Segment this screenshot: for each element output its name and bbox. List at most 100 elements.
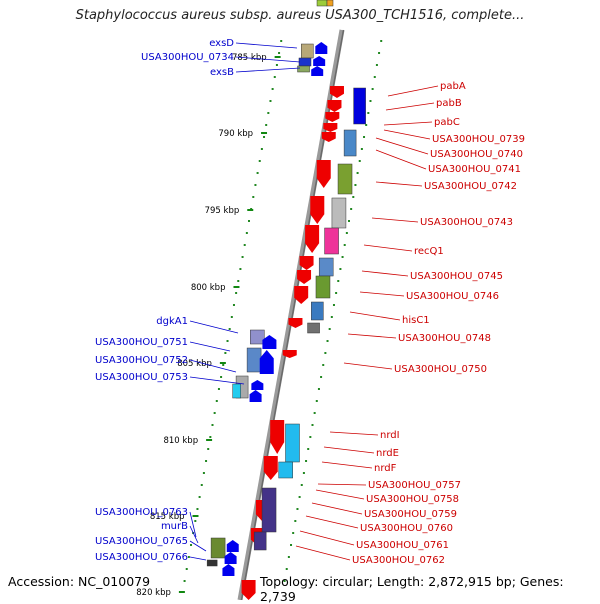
leader-line [375,181,423,187]
gene-arrow [313,56,326,66]
gene-arrow [226,540,239,552]
leader-line [235,42,298,49]
gene-label-left: USA300HOU_0734 [141,52,234,63]
leader-line [321,461,373,469]
gene-label-right: pabB [436,98,462,109]
gene-label-right: USA300HOU_0745 [410,271,503,282]
right-dot-guide [369,100,372,102]
gene-arrow [251,380,264,390]
right-dot-guide [343,244,346,246]
leader-line [305,515,359,529]
tick-label: 795 kbp [205,206,240,216]
right-dot-guide [309,436,312,438]
left-dot-guide [267,112,270,114]
gene-arrow [285,352,294,357]
gene-arrow [321,132,336,142]
gene-label-right: recQ1 [414,246,444,257]
left-dot-guide [273,76,276,78]
left-dot-guide [275,64,278,66]
gene-arrow [329,86,344,98]
gene-arrow [305,225,320,253]
left-dot-guide [209,436,212,438]
feature-box [253,531,267,551]
right-dot-guide [360,148,363,150]
left-dot-guide [232,304,235,306]
tick-label: 820 kbp [136,588,171,598]
left-dot-guide [183,580,186,582]
leader-line [375,137,429,155]
right-dot-guide [332,304,335,306]
feature-box [343,129,357,157]
feature-box [261,487,277,533]
gene-arrow [316,160,331,188]
gene-label-left: USA300HOU_0765 [95,536,188,547]
leader-line [317,483,367,486]
feature-box [307,322,320,334]
left-dot-guide [269,100,272,102]
left-dot-guide [185,568,188,570]
right-dot-guide [354,184,357,186]
gene-label-left: USA300HOU_0763 [95,507,188,518]
gene-label-right: USA300HOU_0740 [430,149,523,160]
gene-label-left: exsB [210,67,234,78]
map-title: Staphylococcus aureus subsp. aureus USA3… [75,8,525,23]
leader-line [329,431,379,436]
gene-label-right: USA300HOU_0748 [398,333,491,344]
gene-arrow [262,335,277,349]
feature-box [210,537,226,559]
left-dot-guide [207,448,210,450]
gene-label-left: murB [161,521,188,532]
gene-label-right: pabA [440,81,466,92]
right-dot-guide [292,532,295,534]
right-dot-guide [305,460,308,462]
gene-label-right: pabC [434,117,460,128]
left-dot-guide [243,244,246,246]
leader-line [189,320,239,334]
leader-line [235,56,301,63]
right-dot-guide [356,172,359,174]
right-dot-guide [367,112,370,114]
right-dot-guide [290,544,293,546]
right-dot-guide [315,400,318,402]
right-dot-guide [328,328,331,330]
feature-box [311,301,324,321]
right-dot-guide [294,520,297,522]
left-dot-guide [226,340,229,342]
leader-line [383,121,433,126]
gene-label-right: hisC1 [402,315,430,326]
right-dot-guide [337,280,340,282]
leader-line [323,446,375,454]
gene-label-right: USA300HOU_0746 [406,291,499,302]
right-dot-guide [283,580,286,582]
gene-label-left: USA300HOU_0766 [95,552,188,563]
leader-line [385,102,435,111]
feature-box [298,57,312,67]
leader-line [235,67,301,73]
tick-label: 790 kbp [218,129,253,139]
gene-arrow [270,420,285,454]
right-dot-guide [302,472,305,474]
tick-label: 805 kbp [177,359,212,369]
gene-label-right: USA300HOU_0742 [424,181,517,192]
right-dot-guide [313,412,316,414]
left-dot-guide [220,376,223,378]
leader-line [387,85,439,97]
leader-line [375,149,427,170]
gene-label-left: exsD [209,38,234,49]
gene-label-right: USA300HOU_0743 [420,217,513,228]
feature-box [301,43,314,59]
gene-label-left: dgkA1 [156,316,188,327]
left-dot-guide [187,556,190,558]
left-dot-guide [265,124,268,126]
leader-line [311,502,363,515]
right-dot-guide [350,208,353,210]
left-dot-guide [254,184,257,186]
leader-line [189,359,237,373]
right-dot-guide [348,220,350,222]
leader-line [363,244,413,252]
leader-line [315,489,365,500]
right-dot-guide [363,136,366,138]
gene-label-left: USA300HOU_0752 [95,355,188,366]
left-dot-guide [271,88,274,90]
